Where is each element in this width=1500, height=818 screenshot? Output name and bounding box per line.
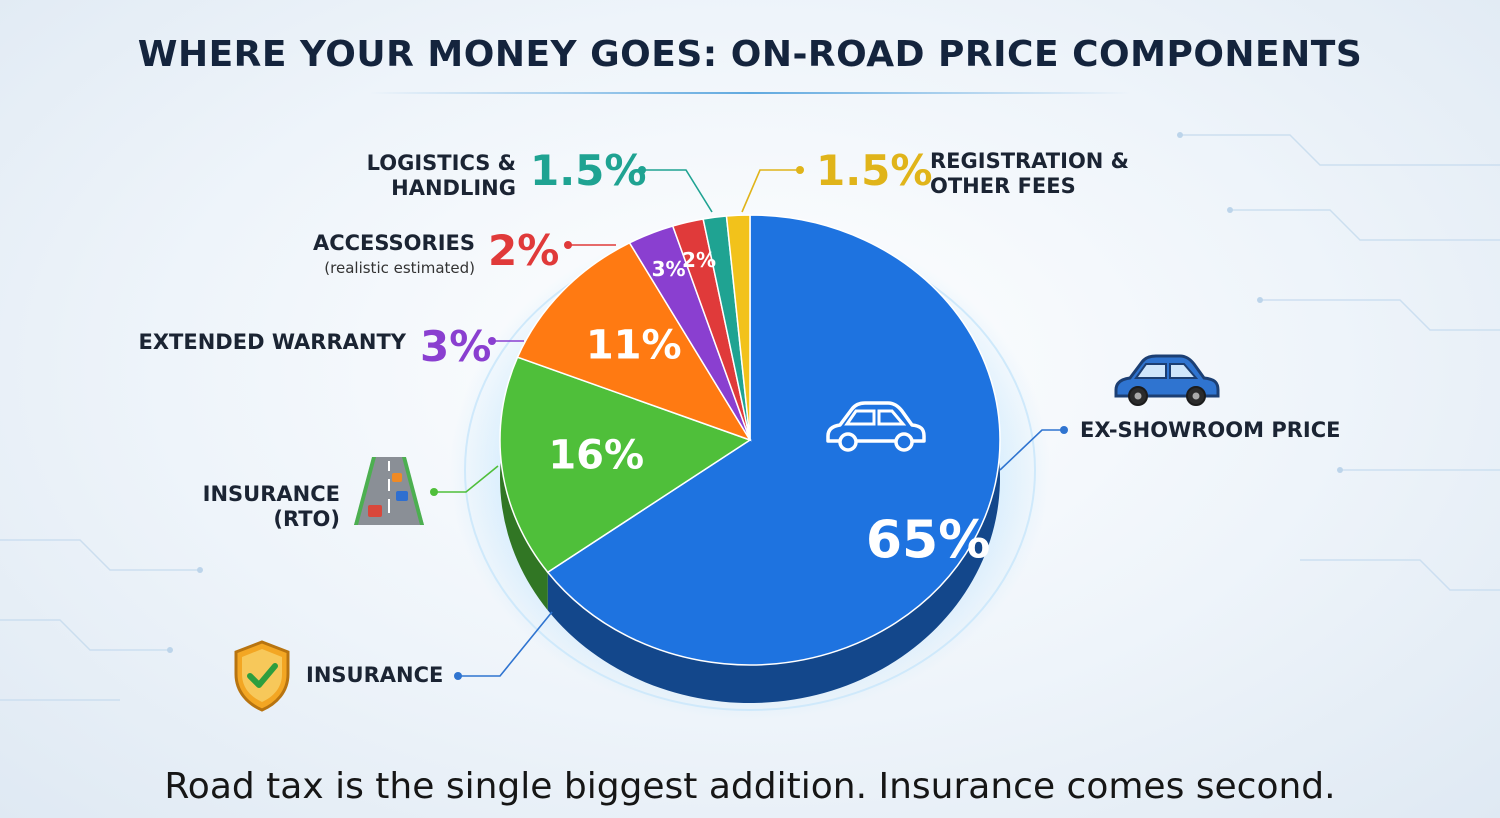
leader-logistics bbox=[642, 169, 713, 213]
slice-0 bbox=[546, 214, 1001, 666]
label-ex-showroom: EX-SHOWROOM PRICE bbox=[1080, 418, 1341, 442]
slice-6 bbox=[725, 214, 751, 441]
slice-1 bbox=[499, 356, 752, 574]
label-rto: INSURANCE (RTO) bbox=[202, 482, 340, 531]
car-icon bbox=[1114, 354, 1220, 406]
leader-insurance-dot bbox=[454, 672, 462, 680]
label-accessories-title: ACCESSORIES bbox=[312, 231, 475, 255]
label-insurance: INSURANCE bbox=[306, 663, 444, 687]
road-icon bbox=[354, 457, 424, 525]
slice-label-1: 16% bbox=[548, 432, 644, 478]
slice-label-4: 2% bbox=[682, 248, 716, 272]
leader-ex-showroom bbox=[999, 429, 1064, 471]
leader-logistics-dot bbox=[638, 166, 646, 174]
leader-ex-showroom-dot bbox=[1060, 426, 1068, 434]
slice-label-2: 11% bbox=[586, 323, 682, 369]
leader-warranty-dot bbox=[488, 337, 496, 345]
footer-note: Road tax is the single biggest addition.… bbox=[164, 766, 1336, 807]
label-logistics: LOGISTICS & HANDLING bbox=[366, 151, 516, 200]
label-accessories-sub: (realistic estimated) bbox=[324, 259, 475, 277]
pct-accessories: 2% bbox=[488, 226, 560, 275]
shield-check-icon bbox=[234, 640, 290, 712]
pct-registration: 1.5% bbox=[816, 146, 933, 195]
slice-2 bbox=[516, 241, 752, 442]
car-outline-icon bbox=[826, 401, 926, 452]
label-accessories: ACCESSORIES (realistic estimated) bbox=[270, 231, 475, 281]
leader-rto-dot bbox=[430, 488, 438, 496]
label-warranty: EXTENDED WARRANTY bbox=[138, 330, 406, 354]
leader-registration bbox=[741, 169, 800, 213]
pct-logistics: 1.5% bbox=[530, 146, 647, 195]
title-underline bbox=[370, 92, 1130, 94]
slice-side-1 bbox=[499, 357, 548, 611]
leader-registration-dot bbox=[796, 166, 804, 174]
slice-label-0: 65% bbox=[866, 510, 990, 570]
pct-warranty: 3% bbox=[420, 322, 492, 371]
label-registration: REGISTRATION & OTHER FEES bbox=[930, 149, 1129, 198]
leader-rto bbox=[434, 465, 499, 493]
leader-insurance bbox=[458, 611, 553, 677]
chart-title: WHERE YOUR MONEY GOES: ON-ROAD PRICE COM… bbox=[137, 34, 1363, 75]
slice-label-3: 3% bbox=[652, 257, 686, 281]
leader-accessories-dot bbox=[564, 241, 572, 249]
